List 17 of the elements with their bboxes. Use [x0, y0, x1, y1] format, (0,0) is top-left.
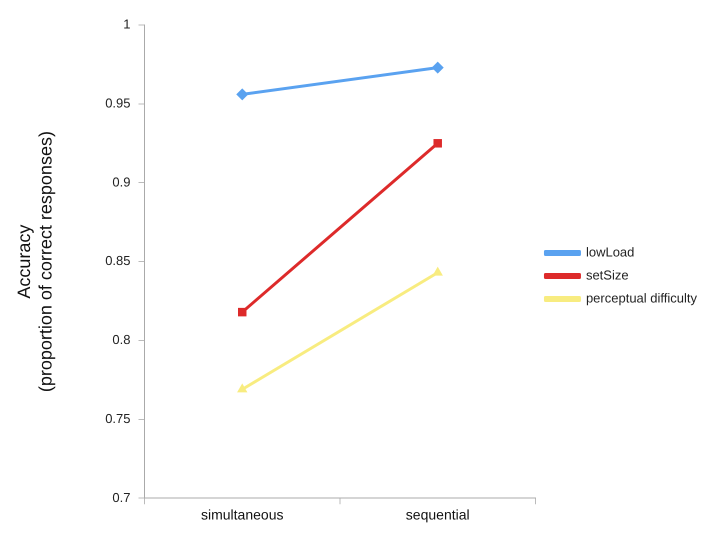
y-tick-label: 0.85: [105, 253, 130, 268]
point: [236, 88, 248, 100]
y-tick-label: 0.75: [105, 410, 130, 426]
y-tick-label: 1: [123, 16, 130, 32]
x-tick-label: sequential: [406, 506, 470, 522]
x-tick-label: simultaneous: [200, 506, 284, 522]
y-tick-label: 0.7: [112, 490, 130, 505]
legend-label: setSize: [586, 268, 629, 283]
y-tick-label: 0.8: [112, 332, 130, 348]
y-tick-label: 0.95: [105, 95, 130, 110]
legend-label: perceptual difficulty: [586, 290, 698, 306]
point: [432, 62, 444, 74]
y-axis-title: Accuracy (proportion of correct responses): [14, 131, 56, 392]
point: [238, 308, 246, 316]
point: [433, 139, 442, 148]
y-tick-label: 0.9: [112, 174, 130, 190]
legend-label: lowLoad: [586, 244, 634, 260]
